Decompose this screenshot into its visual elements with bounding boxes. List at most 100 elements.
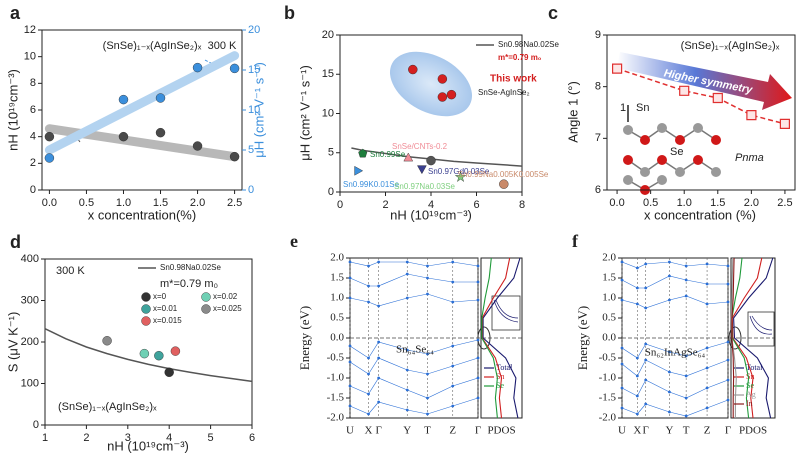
- marker: [426, 155, 436, 166]
- marker: [403, 152, 414, 162]
- legend-label: Se: [746, 381, 754, 390]
- plot-frame: [606, 34, 796, 191]
- x-tick-label: 1.5: [710, 197, 725, 209]
- y-tick-label: -1.5: [327, 392, 345, 404]
- annotation: Sn₆₄Se₆₄: [396, 344, 434, 356]
- annotation: Sn: [636, 102, 649, 114]
- marker: [620, 362, 624, 366]
- y-tick-label: 8: [30, 77, 36, 89]
- inset-curve: [493, 299, 519, 323]
- marker: [644, 286, 648, 290]
- y2-tick-label: 15: [248, 64, 260, 76]
- marker: [620, 298, 624, 302]
- y-tick-label: 1.5: [330, 272, 344, 284]
- marker: [476, 376, 480, 380]
- marker: [405, 296, 409, 300]
- plot-frame: [41, 29, 243, 191]
- y-tick-label: 4: [30, 131, 36, 143]
- annotation: (SnSe)₁₋ₓ(AgInSe₂)ₓ: [103, 40, 202, 52]
- marker: [348, 360, 352, 364]
- y-tick-label: 200: [21, 336, 39, 348]
- x-tick-label: 4: [428, 199, 434, 211]
- x-tick-label: 2.0: [190, 197, 205, 209]
- marker: [377, 356, 381, 360]
- marker: [726, 282, 730, 286]
- marker: [705, 346, 709, 350]
- x-tick-label: U: [346, 425, 354, 437]
- y-tick-label: 10: [322, 107, 334, 119]
- y-tick-label: 400: [21, 253, 39, 265]
- x-tick-label: 6: [473, 199, 479, 211]
- y-tick-label: -1.0: [599, 372, 617, 384]
- x-tick-label: Y: [403, 425, 411, 437]
- marker: [229, 63, 240, 74]
- x-tick-label: Γ: [475, 425, 481, 437]
- x-tick-label: 5: [208, 432, 214, 444]
- marker: [405, 272, 409, 276]
- legend-label: Total: [746, 363, 763, 372]
- marker: [635, 394, 639, 398]
- marker: [348, 260, 352, 264]
- legend-label: In: [746, 399, 753, 408]
- marker: [44, 153, 55, 163]
- series-line: [44, 328, 253, 383]
- annotation: m*=0.79 m₀: [160, 278, 218, 290]
- pdos-line: [731, 257, 735, 418]
- y-axis-label: Energy (eV): [575, 306, 590, 370]
- marker: [668, 274, 671, 278]
- marker: [139, 348, 150, 359]
- legend-label: x=0.025: [213, 304, 242, 313]
- x-tick-label: 1: [42, 432, 48, 444]
- marker: [348, 384, 352, 388]
- point-label: Sn0.97Gd0.03Se: [428, 167, 490, 176]
- x-tick-label: Z: [449, 425, 456, 437]
- marker: [367, 300, 370, 304]
- marker: [348, 276, 352, 280]
- y2-axis-label: μH (cm² V⁻¹ s⁻¹): [251, 62, 266, 158]
- marker: [426, 372, 429, 376]
- marker: [348, 404, 352, 408]
- x-tick-label: Z: [704, 425, 711, 437]
- x-axis-label: x concentration(%): [88, 207, 196, 222]
- marker: [668, 410, 671, 414]
- annotation: (SnSe)₁₋ₓ(AgInSe₂)ₓ: [681, 40, 780, 52]
- marker: [426, 352, 429, 356]
- pdos-label: PDOS: [739, 425, 767, 437]
- marker: [451, 260, 455, 264]
- marker: [377, 260, 381, 264]
- marker: [620, 278, 624, 282]
- marker: [164, 367, 174, 377]
- marker: [705, 366, 709, 370]
- x-tick-label: 0.0: [609, 197, 624, 209]
- annotation: 300 K: [208, 40, 237, 52]
- marker: [377, 340, 381, 344]
- highlight-ellipse: [389, 51, 473, 117]
- x-tick-label: Γ: [725, 425, 731, 437]
- y-tick-label: -0.5: [599, 352, 617, 364]
- y2-tick-label: 20: [248, 24, 260, 36]
- panel-label: d: [10, 232, 21, 252]
- y-tick-label: -2.0: [599, 412, 617, 424]
- y-tick-label: 8: [595, 81, 601, 93]
- legend-label: Sn: [746, 372, 754, 381]
- y-tick-label: 5: [328, 147, 334, 159]
- x-axis-label: x concentration (%): [644, 207, 756, 222]
- legend-label: x=0.015: [153, 316, 182, 325]
- x-tick-label: 8: [519, 199, 525, 211]
- legend-label: Sn0.98Na0.02Se: [160, 263, 221, 272]
- marker: [476, 280, 480, 284]
- y-tick-label: 7: [595, 132, 601, 144]
- legend-label: Total: [496, 363, 513, 372]
- marker: [499, 179, 509, 189]
- marker: [668, 370, 671, 374]
- marker: [635, 302, 639, 306]
- y-tick-label: 20: [322, 29, 334, 41]
- marker: [417, 165, 427, 175]
- marker: [705, 406, 709, 410]
- point-label: SnSe/CNTs-0.2: [392, 142, 448, 151]
- y-axis-label: Angle 1 (°): [565, 81, 580, 143]
- marker: [155, 93, 166, 103]
- marker: [668, 350, 671, 354]
- marker: [684, 294, 688, 298]
